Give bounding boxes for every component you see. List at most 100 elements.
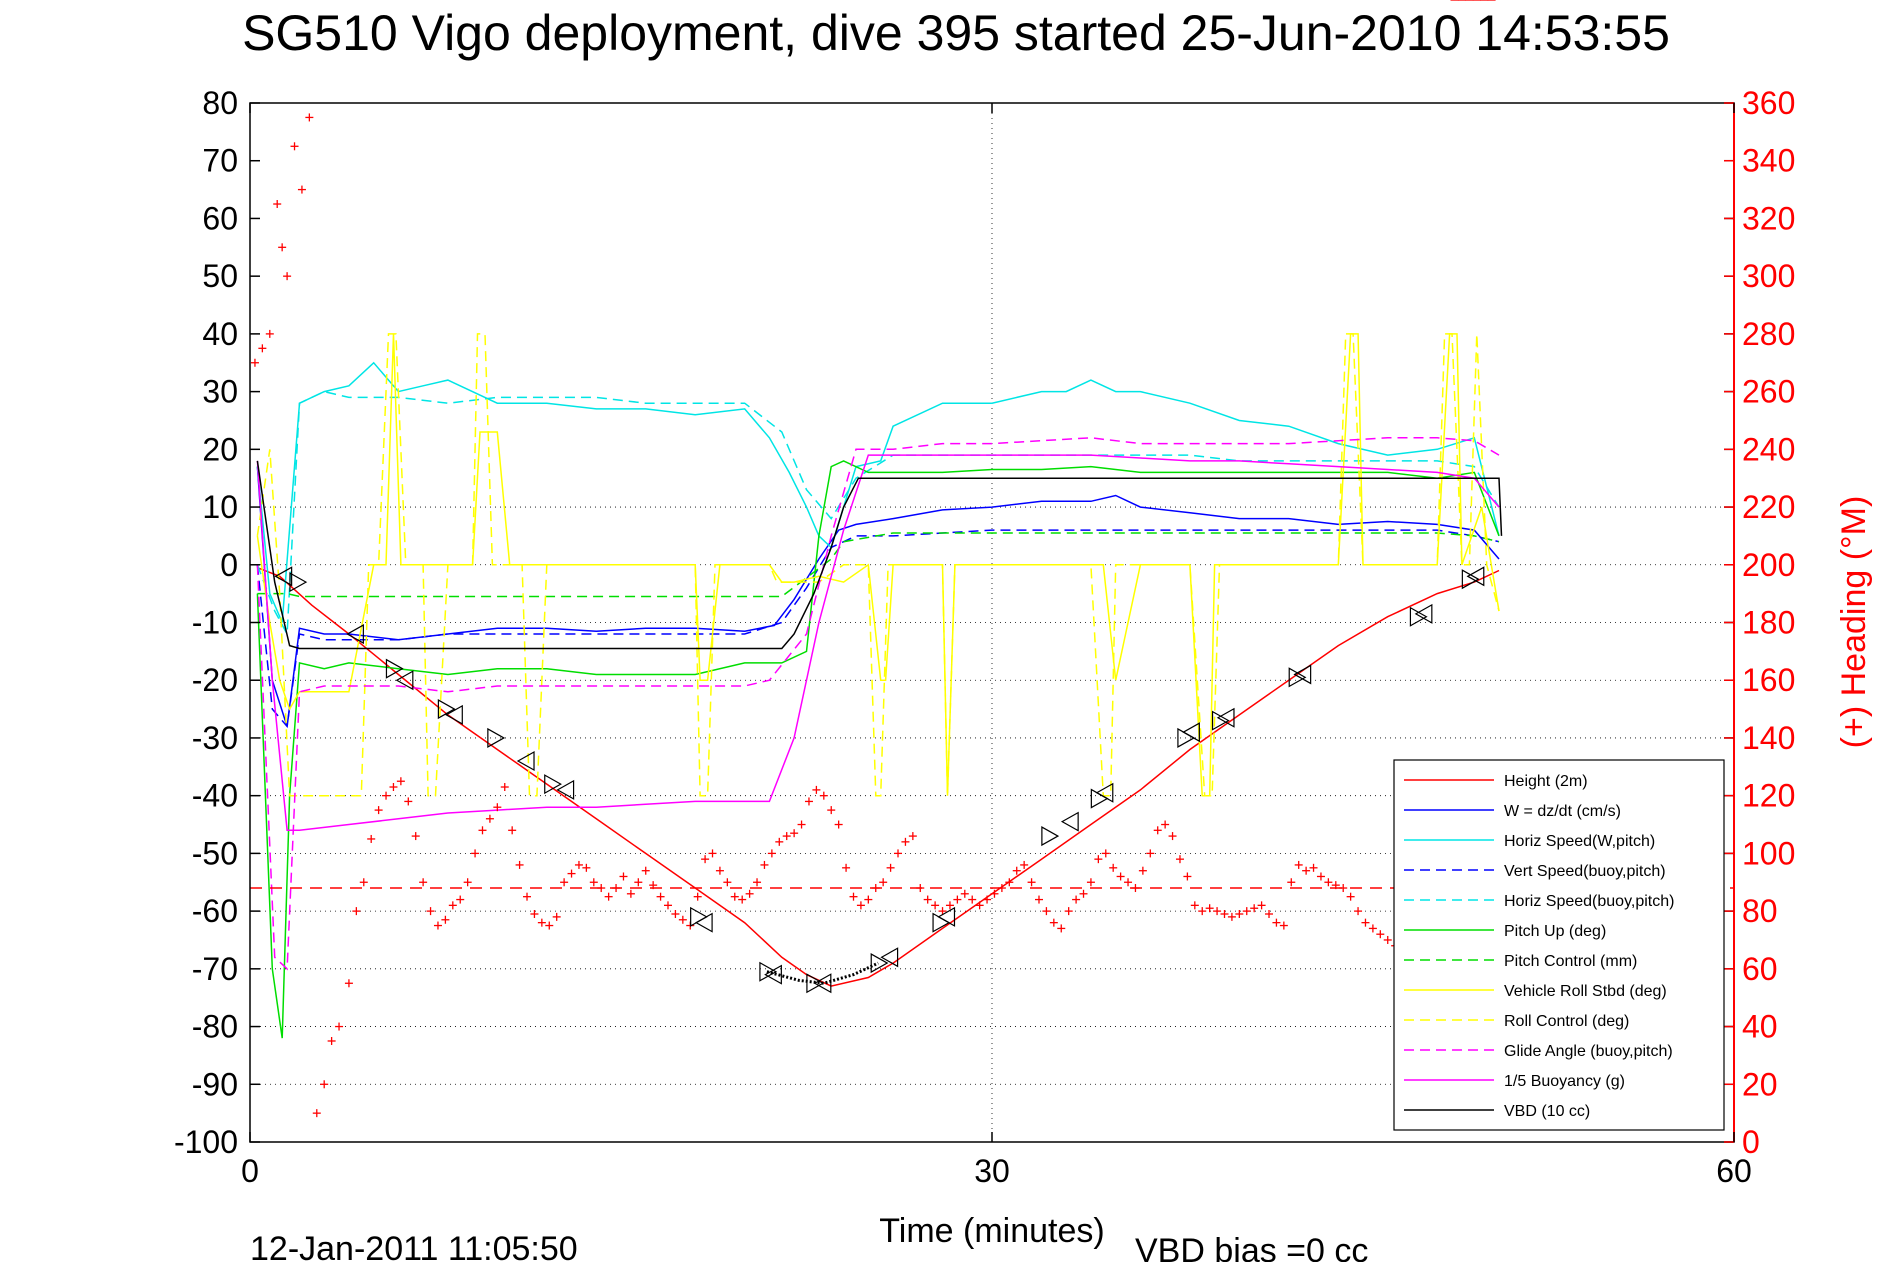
y-tick-label: -10: [192, 605, 238, 641]
y2-tick-label: 280: [1742, 316, 1795, 352]
heading-point: [493, 803, 502, 812]
heading-point: [1368, 924, 1377, 933]
heading-point: [448, 901, 457, 910]
x-tick-label: 60: [1716, 1153, 1752, 1189]
triangle-marker: [1293, 664, 1312, 685]
heading-point: [663, 901, 672, 910]
heading-point: [344, 979, 353, 988]
heading-point: [1131, 884, 1140, 893]
heading-point: [1339, 884, 1348, 893]
heading-point: [250, 358, 259, 367]
y-tick-label: -80: [192, 1009, 238, 1045]
heading-point: [1331, 881, 1340, 890]
heading-point: [819, 791, 828, 800]
heading-point: [530, 909, 539, 918]
heading-point: [456, 895, 465, 904]
heading-point: [500, 783, 509, 792]
y2-tick-label: 40: [1742, 1009, 1778, 1045]
y2-tick-label: 120: [1742, 778, 1795, 814]
heading-point: [367, 834, 376, 843]
triangle-marker: [385, 658, 404, 679]
heading-point: [1168, 832, 1177, 841]
x-axis-ticks: 0 30 60: [241, 103, 1752, 1189]
heading-point: [312, 1109, 321, 1118]
heading-point: [1138, 866, 1147, 875]
heading-point: [790, 829, 799, 838]
heading-point: [871, 884, 880, 893]
y2-tick-label: 180: [1742, 605, 1795, 641]
heading-point: [1272, 918, 1281, 927]
heading-point: [767, 849, 776, 858]
y-tick-label: -40: [192, 778, 238, 814]
triangle-marker: [544, 774, 562, 795]
heading-point: [983, 895, 992, 904]
footer-vbd-bias: VBD bias =0 cc: [1135, 1232, 1368, 1262]
heading-point: [760, 860, 769, 869]
y-tick-label: -70: [192, 951, 238, 987]
heading-point: [916, 884, 925, 893]
heading-point: [1153, 826, 1162, 835]
legend-label: VBD (10 cc): [1504, 1103, 1590, 1120]
heading-point: [678, 915, 687, 924]
y2-tick-label: 360: [1742, 85, 1795, 121]
heading-point: [1034, 895, 1043, 904]
y-tick-label: 70: [202, 143, 238, 179]
heading-point: [515, 860, 524, 869]
y-tick-label: 30: [202, 374, 238, 410]
y2-tick-label: 220: [1742, 489, 1795, 525]
heading-point: [775, 837, 784, 846]
y2-tick-label: 260: [1742, 374, 1795, 410]
heading-point: [827, 806, 836, 815]
triangle-marker: [1216, 707, 1235, 728]
triangle-marker: [806, 973, 825, 994]
heading-point: [797, 820, 806, 829]
heading-point: [1005, 878, 1014, 887]
heading-point: [265, 329, 274, 338]
legend-label: Horiz Speed(buoy,pitch): [1504, 893, 1674, 910]
heading-point: [396, 777, 405, 786]
y2-tick-label: 200: [1742, 547, 1795, 583]
y2-tick-label: 160: [1742, 662, 1795, 698]
legend-label: Height (2m): [1504, 773, 1588, 790]
y-axis-ticks: 80 70 60 50 40 30 20 10 0 -10 -20 -30 -40 -50 -60 -70 -8…: [174, 85, 1734, 1160]
heading-point: [968, 895, 977, 904]
heading-point: [273, 200, 282, 209]
heading-point: [1124, 878, 1133, 887]
heading-point: [523, 892, 532, 901]
x-axis-label: Time (minutes): [879, 1212, 1104, 1250]
heading-point: [1205, 904, 1214, 913]
heading-point: [582, 863, 591, 872]
heading-point: [1346, 892, 1355, 901]
heading-point: [634, 878, 643, 887]
heading-point: [960, 889, 969, 898]
heading-point: [782, 832, 791, 841]
heading-point: [804, 797, 813, 806]
heading-point: [656, 892, 665, 901]
heading-point: [1198, 907, 1207, 916]
heading-point: [552, 912, 561, 921]
heading-point: [545, 921, 554, 930]
y-tick-label: -20: [192, 662, 238, 698]
heading-point: [945, 901, 954, 910]
heading-point: [359, 878, 368, 887]
heading-point: [1250, 904, 1259, 913]
heading-point: [1161, 820, 1170, 829]
heading-layer: [250, 0, 1734, 1118]
y2-tick-label: 0: [1742, 1124, 1760, 1160]
legend-label: Vehicle Roll Stbd (deg): [1504, 983, 1667, 1000]
heading-point: [619, 872, 628, 881]
heading-point: [1116, 872, 1125, 881]
heading-point: [508, 826, 517, 835]
heading-point: [1072, 895, 1081, 904]
heading-point: [842, 863, 851, 872]
heading-point: [901, 837, 910, 846]
heading-point: [997, 884, 1006, 893]
heading-point: [433, 921, 442, 930]
y-tick-label: -100: [174, 1124, 238, 1160]
triangle-marker: [516, 751, 535, 772]
series-line: [256, 529, 1500, 729]
heading-point: [1175, 855, 1184, 864]
heading-point: [404, 797, 413, 806]
triangle-marker: [445, 704, 463, 725]
